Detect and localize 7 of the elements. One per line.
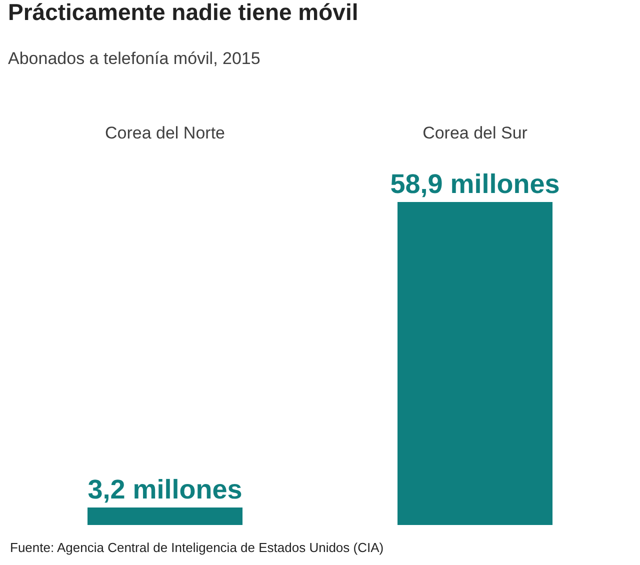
data-label: 3,2 millones — [88, 474, 242, 504]
chart-subtitle: Abonados a telefonía móvil, 2015 — [8, 49, 260, 68]
x-tick-label: Corea del Sur — [422, 124, 528, 143]
chart-title: Prácticamente nadie tiene móvil — [8, 0, 358, 26]
x-tick-label: Corea del Norte — [104, 124, 226, 143]
data-label: 58,9 millones — [390, 169, 560, 199]
source-note: Fuente: Agencia Central de Inteligencia de Estados Unidos (CIA) — [10, 540, 384, 555]
